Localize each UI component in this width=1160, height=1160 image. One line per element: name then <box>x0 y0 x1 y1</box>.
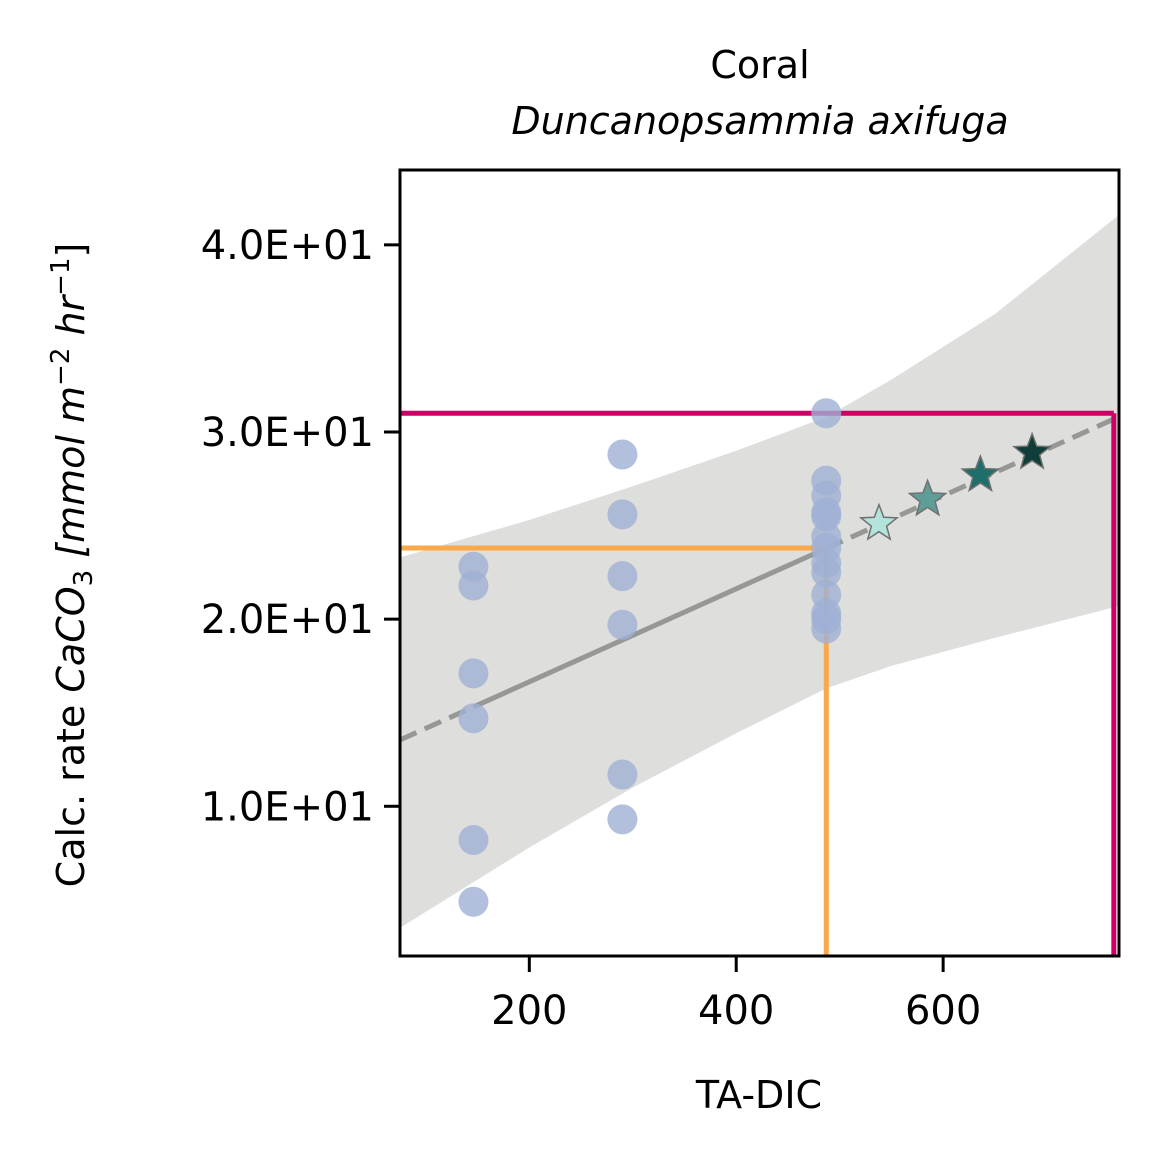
projection-star <box>960 453 1001 493</box>
data-point <box>458 703 489 734</box>
x-tick-label: 200 <box>491 988 567 1034</box>
x-tick-label: 400 <box>698 988 774 1034</box>
y-tick-label: 1.0E+01 <box>201 784 374 830</box>
chart-title: Coral <box>710 43 809 87</box>
y-axis-title-unit-open: [mmol m <box>49 386 93 570</box>
projection-star <box>858 502 900 541</box>
confidence-band <box>400 214 1119 928</box>
data-point <box>811 501 842 532</box>
data-point <box>458 570 489 601</box>
data-point <box>607 439 638 470</box>
data-point <box>607 804 638 835</box>
data-point <box>811 557 842 588</box>
data-point <box>811 398 842 429</box>
y-axis-title-unit-exp2: −1 <box>46 258 76 296</box>
fit-line-solid <box>472 546 828 710</box>
y-axis-title-unit-exp1: −2 <box>46 348 76 386</box>
y-axis-title: Calc. rate CaCO3 [mmol m−2 hr−1] <box>46 243 99 888</box>
plot-area <box>400 214 1119 956</box>
projection-star <box>907 478 948 517</box>
x-tick-label: 600 <box>905 988 981 1034</box>
y-axis-title-compound: CaCO <box>49 586 93 692</box>
y-axis-ticks: 1.0E+01 2.0E+01 3.0E+01 4.0E+01 <box>201 223 400 830</box>
y-axis-title-unit-mid: hr <box>49 293 93 347</box>
data-point <box>458 658 489 689</box>
projection-star <box>1012 431 1053 470</box>
data-point <box>607 499 638 530</box>
data-point <box>811 613 842 644</box>
y-axis-title-prefix: Calc. rate <box>49 693 93 888</box>
data-point <box>458 886 489 917</box>
data-point <box>607 609 638 640</box>
x-axis-ticks: 200 400 600 <box>491 956 981 1034</box>
y-tick-label: 2.0E+01 <box>201 597 374 643</box>
y-axis-title-unit-close: ] <box>49 243 93 258</box>
data-point <box>458 824 489 855</box>
observations <box>458 398 842 917</box>
data-point <box>607 759 638 790</box>
data-point <box>607 561 638 592</box>
y-tick-label: 4.0E+01 <box>201 223 374 269</box>
y-tick-label: 3.0E+01 <box>201 410 374 456</box>
plot-frame <box>398 168 1121 958</box>
x-axis-title: TA-DIC <box>695 1073 822 1117</box>
y-axis-title-compound-sub: 3 <box>69 570 99 587</box>
projection-stars <box>858 431 1053 541</box>
chart-subtitle: Duncanopsammia axifuga <box>511 99 1008 143</box>
